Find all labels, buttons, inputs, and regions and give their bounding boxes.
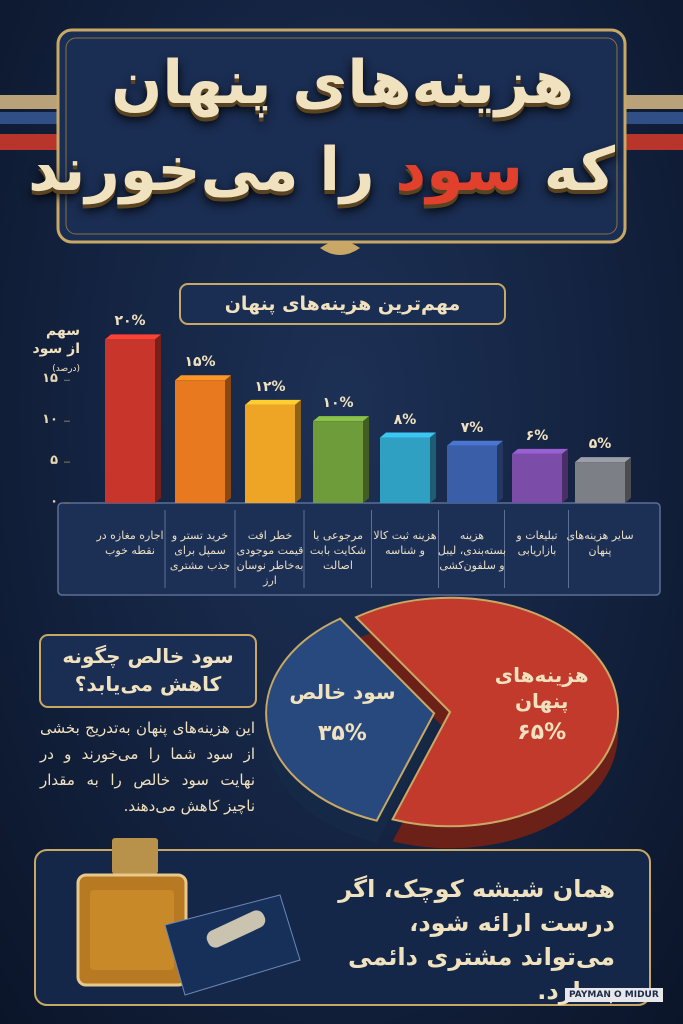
side-question: سود خالص چگونه کاهش می‌یابد؟ <box>62 644 234 696</box>
bar-top <box>313 416 369 422</box>
bottle-liquid <box>90 890 174 970</box>
pie-label: سود خالص <box>289 679 396 704</box>
bar-value-label: ۱۲% <box>254 378 286 395</box>
bar-top <box>447 440 503 446</box>
bar-side <box>363 416 369 503</box>
x-tick-label: خرید تستر و سمپل برای جذب مشتری <box>169 529 231 572</box>
title-word: را می‌خورند <box>28 135 375 205</box>
bar <box>512 453 562 503</box>
ribbon <box>0 112 70 124</box>
x-tick-label: تبلیغات و بازاریابی <box>516 529 558 557</box>
bar-side <box>625 457 631 503</box>
y-tick-label: ۰ <box>50 494 58 509</box>
ribbon <box>613 95 683 109</box>
section-pill <box>179 283 506 325</box>
y-tick-label: ۵ <box>50 453 58 469</box>
pie-slice <box>354 596 619 828</box>
bar-side <box>295 399 301 503</box>
bar <box>575 462 625 503</box>
bar-top <box>245 399 301 405</box>
bar-side <box>155 334 161 503</box>
bar <box>380 437 430 503</box>
bar-value-label: ۶% <box>525 427 549 444</box>
bar-top <box>105 334 161 340</box>
x-tick-label: سایر هزینه‌های پنهان <box>566 529 634 557</box>
pie-label: هزینه‌های پنهان <box>494 663 589 714</box>
title-line1: هزینه‌های پنهان <box>111 48 574 118</box>
question-box <box>39 634 257 708</box>
bar-top <box>575 457 631 463</box>
y-axis-note: (درصد) <box>52 364 80 374</box>
pie-slice <box>265 617 436 822</box>
bar-value-label: ۱۵% <box>184 354 216 371</box>
pie-value-label: ۶۵% <box>517 720 567 746</box>
bar <box>313 421 363 503</box>
x-tick-label: هزینه بسته‌بندی، لیبل و سلفون‌کشی <box>437 529 507 572</box>
bar-value-label: ۱۰% <box>322 395 354 412</box>
title-line2: که سود را می‌خورند <box>28 135 615 205</box>
title-highlight: سود <box>395 135 523 205</box>
bar-side <box>225 375 231 503</box>
title-word: که <box>543 135 615 205</box>
ribbon <box>613 134 683 150</box>
brand: PAYMAN O MIDUR <box>565 988 663 1002</box>
y-tick-label: ۱۰ <box>42 412 58 428</box>
bar-value-label: ۲۰% <box>114 313 146 330</box>
sample-vial <box>206 910 266 948</box>
x-tick-label: مرجوعی یا شکایت بابت اصالت <box>309 529 367 572</box>
bar-value-label: ۷% <box>460 419 484 436</box>
gift-box <box>164 894 301 996</box>
ribbon <box>613 112 683 124</box>
title-banner-inner <box>65 37 618 235</box>
ribbon <box>0 95 70 109</box>
y-tick-label: ۱۵ <box>42 371 58 387</box>
bar-chart-title: مهم‌ترین هزینه‌های پنهان <box>224 293 461 315</box>
bar <box>105 339 155 503</box>
x-tick-label: اجاره مغازه در نقطه خوب <box>96 529 164 557</box>
pie-value-label: ۳۵% <box>317 720 367 746</box>
y-axis-label: سهم از سود <box>32 323 80 357</box>
side-text: این هزینه‌های پنهان به‌تدریج بخشی از سود… <box>40 719 255 815</box>
ornament <box>320 241 360 255</box>
bar-top <box>380 432 436 438</box>
bottle-cap <box>112 838 158 874</box>
x-tick-label: هزینه ثبت کالا و شناسه <box>373 529 437 557</box>
bar-top <box>512 448 568 454</box>
bar-value-label: ۵% <box>588 436 612 453</box>
bar-top <box>175 375 231 381</box>
bar <box>447 445 497 503</box>
bar-value-label: ۸% <box>393 411 417 428</box>
bar-side <box>497 440 503 503</box>
bar <box>245 404 295 503</box>
bar <box>175 380 225 503</box>
bar-side <box>430 432 436 503</box>
bar-side <box>562 448 568 503</box>
ribbon <box>0 134 70 150</box>
x-tick-label: خطر افت قیمت موجودی به‌خاطر نوسان ارز <box>236 529 304 587</box>
